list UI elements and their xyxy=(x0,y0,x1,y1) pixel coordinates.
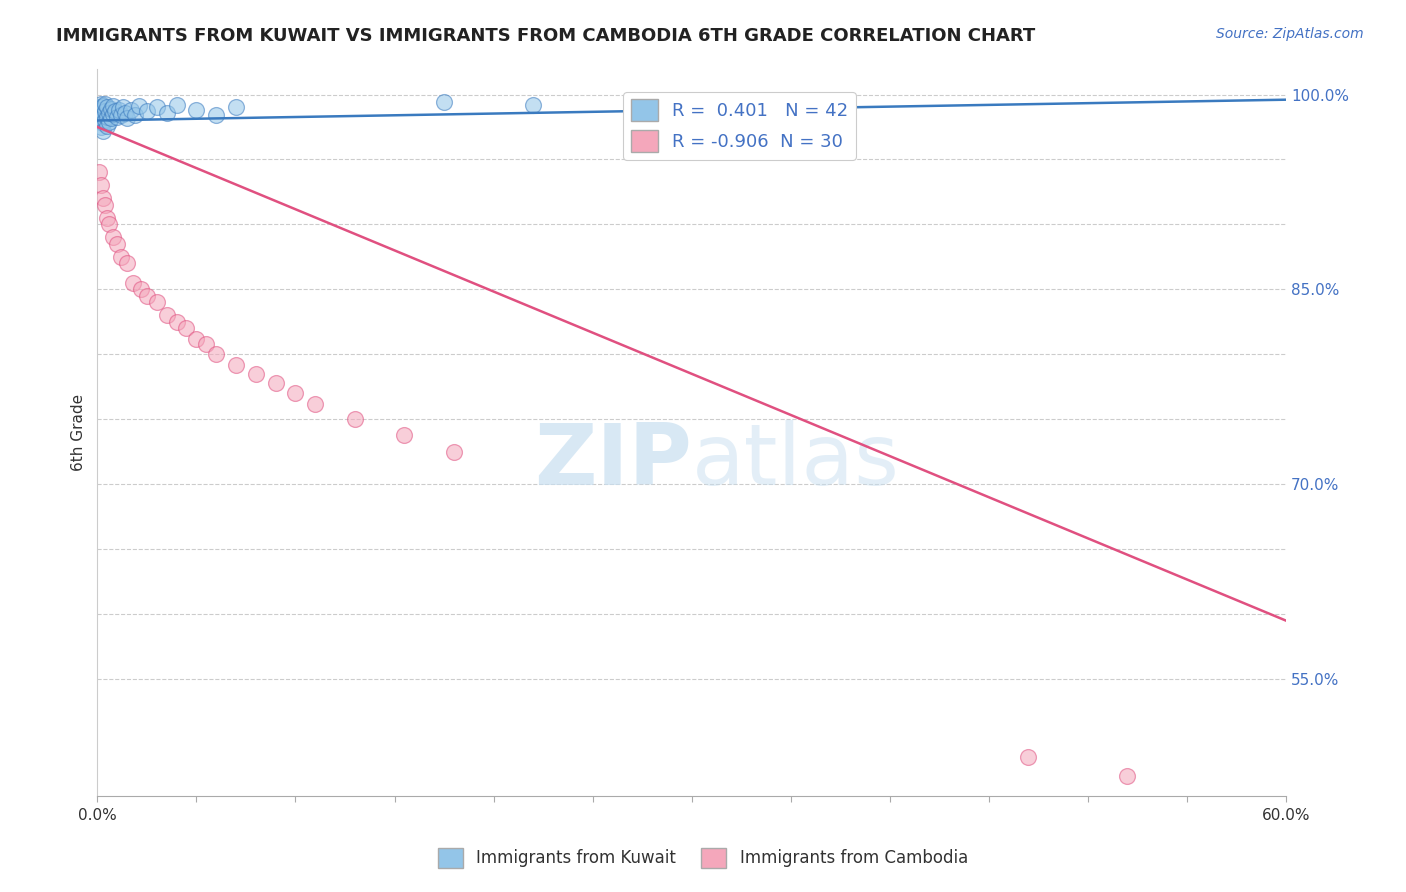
Y-axis label: 6th Grade: 6th Grade xyxy=(72,393,86,471)
Point xyxy=(176,321,198,335)
Point xyxy=(103,230,125,244)
Point xyxy=(115,256,138,270)
Text: IMMIGRANTS FROM KUWAIT VS IMMIGRANTS FROM CAMBODIA 6TH GRADE CORRELATION CHART: IMMIGRANTS FROM KUWAIT VS IMMIGRANTS FRO… xyxy=(56,27,1035,45)
Point xyxy=(304,397,326,411)
Point xyxy=(522,98,544,112)
Point xyxy=(115,111,138,125)
Point xyxy=(94,104,117,119)
Point xyxy=(91,99,114,113)
Point xyxy=(89,113,111,128)
Point xyxy=(343,412,366,426)
Point xyxy=(110,108,132,122)
Point xyxy=(94,198,117,212)
Point xyxy=(91,124,114,138)
Point xyxy=(96,119,118,133)
Point xyxy=(128,99,150,113)
Point xyxy=(89,107,111,121)
Point xyxy=(284,386,307,401)
Point xyxy=(103,99,125,113)
Point xyxy=(98,105,121,120)
Point xyxy=(225,358,247,372)
Point xyxy=(166,98,188,112)
Point xyxy=(91,116,114,130)
Point xyxy=(120,103,142,117)
Point xyxy=(108,103,131,117)
Point xyxy=(443,444,465,458)
Point xyxy=(104,104,127,119)
Point xyxy=(205,347,228,361)
Point xyxy=(103,107,125,121)
Legend: R =  0.401   N = 42, R = -0.906  N = 30: R = 0.401 N = 42, R = -0.906 N = 30 xyxy=(623,92,855,160)
Point xyxy=(245,367,267,381)
Point xyxy=(90,96,112,111)
Point xyxy=(124,108,146,122)
Point xyxy=(1116,770,1139,784)
Point xyxy=(96,110,118,124)
Point xyxy=(186,103,208,117)
Text: ZIP: ZIP xyxy=(534,420,692,503)
Point xyxy=(122,276,145,290)
Point xyxy=(89,101,111,115)
Point xyxy=(129,282,152,296)
Point xyxy=(186,332,208,346)
Point xyxy=(89,165,111,179)
Point xyxy=(112,101,135,115)
Point xyxy=(135,104,157,119)
Point xyxy=(114,105,136,120)
Point xyxy=(94,113,117,128)
Point xyxy=(110,250,132,264)
Point xyxy=(96,101,118,115)
Point xyxy=(433,95,456,110)
Point xyxy=(205,108,228,122)
Point xyxy=(91,108,114,122)
Point xyxy=(94,96,117,111)
Point xyxy=(156,309,179,323)
Point xyxy=(394,427,416,442)
Point xyxy=(146,295,169,310)
Point xyxy=(98,218,121,232)
Point xyxy=(264,376,287,390)
Point xyxy=(90,120,112,134)
Point xyxy=(90,103,112,117)
Point xyxy=(90,178,112,193)
Point xyxy=(105,236,128,251)
Point xyxy=(105,110,128,124)
Point xyxy=(195,337,218,351)
Point xyxy=(156,105,179,120)
Point xyxy=(100,111,122,125)
Point xyxy=(135,289,157,303)
Point xyxy=(100,102,122,116)
Point xyxy=(166,315,188,329)
Legend: Immigrants from Kuwait, Immigrants from Cambodia: Immigrants from Kuwait, Immigrants from … xyxy=(432,841,974,875)
Point xyxy=(225,101,247,115)
Point xyxy=(98,115,121,129)
Point xyxy=(96,211,118,225)
Point xyxy=(90,111,112,125)
Text: Source: ZipAtlas.com: Source: ZipAtlas.com xyxy=(1216,27,1364,41)
Point xyxy=(1017,750,1039,764)
Text: atlas: atlas xyxy=(692,420,900,503)
Point xyxy=(146,101,169,115)
Point xyxy=(91,191,114,205)
